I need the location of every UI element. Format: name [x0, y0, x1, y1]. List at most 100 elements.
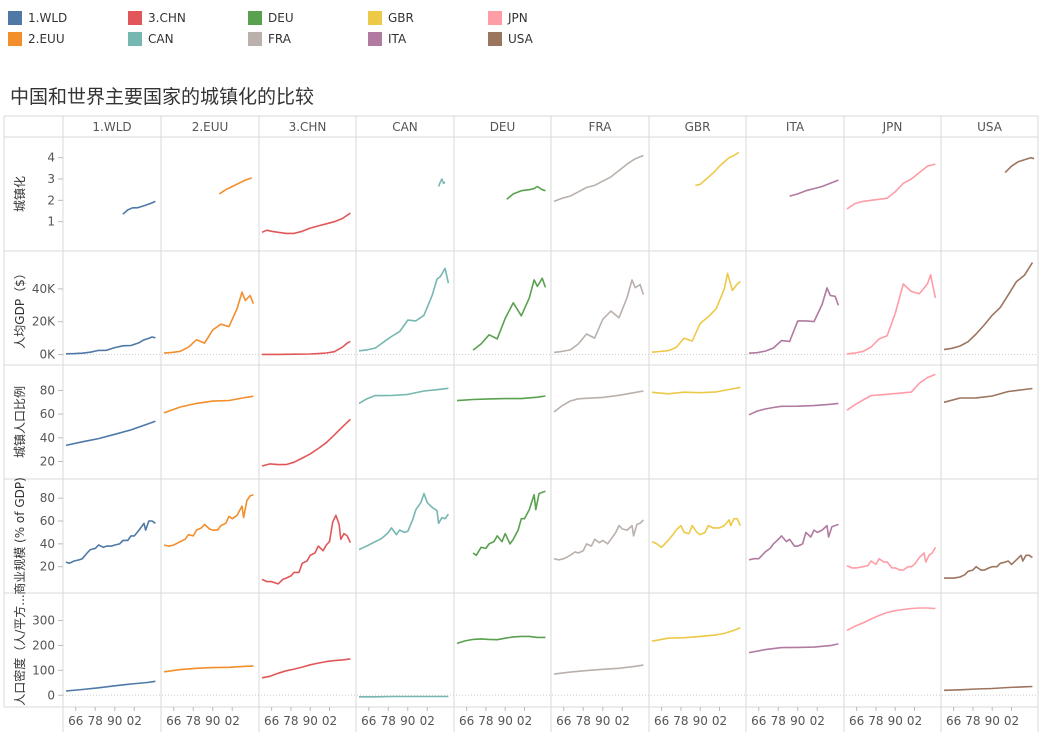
series-line-deu	[456, 635, 546, 645]
legend-item[interactable]: USA	[488, 31, 533, 47]
y-tick-label: 40	[40, 537, 55, 551]
x-tick-label: 02	[420, 714, 435, 728]
x-tick-label: 02	[225, 714, 240, 728]
column-header: CAN	[392, 120, 418, 134]
y-tick-label: 200	[32, 638, 55, 652]
row-label: 城镇化	[13, 176, 27, 212]
y-tick-label: 20	[40, 560, 55, 574]
x-tick-label: 66	[751, 714, 766, 728]
column-header: 2.EUU	[192, 120, 229, 134]
x-tick-label: 66	[166, 714, 181, 728]
series-line-1-wld	[65, 680, 156, 692]
legend-item[interactable]: 1.WLD	[8, 10, 67, 26]
series-line-fra	[553, 154, 644, 203]
column-header: DEU	[490, 120, 516, 134]
legend-item[interactable]: DEU	[248, 10, 294, 26]
legend-swatch	[368, 32, 382, 46]
y-tick-label: 1	[47, 215, 55, 229]
y-tick-label: 80	[40, 383, 55, 397]
legend-label: USA	[508, 32, 533, 46]
y-tick-label: 0	[47, 688, 55, 702]
legend-label: FRA	[268, 32, 291, 46]
y-tick-label: 60	[40, 514, 55, 528]
series-line-can	[437, 178, 446, 187]
column-header: ITA	[786, 120, 805, 134]
legend-item[interactable]: CAN	[128, 31, 174, 47]
series-line-can	[358, 387, 449, 405]
x-tick-label: 66	[361, 714, 376, 728]
y-tick-label: 80	[40, 491, 55, 505]
x-tick-label: 78	[673, 714, 688, 728]
series-line-usa	[943, 685, 1033, 692]
x-tick-label: 02	[810, 714, 825, 728]
legend-item[interactable]: 2.EUU	[8, 31, 65, 47]
legend-item[interactable]: GBR	[368, 10, 414, 26]
series-line-fra	[553, 390, 644, 413]
x-tick-label: 90	[107, 714, 122, 728]
x-tick-label: 78	[576, 714, 591, 728]
y-tick-label: 300	[32, 613, 55, 627]
legend-swatch	[8, 11, 22, 25]
series-line-fra	[553, 519, 644, 561]
x-tick-label: 90	[693, 714, 708, 728]
legend-label: ITA	[388, 32, 407, 46]
series-line-2-euu	[163, 395, 254, 414]
series-line-3-chn	[261, 514, 352, 585]
x-tick-label: 02	[712, 714, 727, 728]
x-tick-label: 78	[868, 714, 883, 728]
x-tick-label: 02	[1004, 714, 1019, 728]
series-line-fra	[553, 664, 644, 675]
series-line-gbr	[651, 386, 741, 395]
x-tick-label: 66	[556, 714, 571, 728]
x-tick-label: 90	[400, 714, 415, 728]
series-line-jpn	[846, 546, 937, 571]
legend-label: CAN	[148, 32, 174, 46]
legend-label: 1.WLD	[28, 11, 68, 25]
legend-swatch	[248, 11, 262, 25]
series-line-3-chn	[261, 212, 351, 235]
series-line-deu	[456, 395, 546, 402]
legend-label: GBR	[388, 11, 414, 25]
series-line-2-euu	[163, 665, 254, 673]
legend-item[interactable]: FRA	[248, 31, 291, 47]
legend-swatch	[128, 32, 142, 46]
series-line-fra	[553, 279, 645, 354]
legend-item[interactable]: 3.CHN	[128, 10, 186, 26]
x-tick-label: 02	[517, 714, 532, 728]
legend-swatch	[128, 11, 142, 25]
series-line-usa	[943, 262, 1034, 351]
chart-title: 中国和世界主要国家的城镇化的比较	[10, 86, 315, 108]
x-tick-label: 66	[264, 714, 279, 728]
series-line-usa	[944, 554, 1033, 579]
legend-item[interactable]: ITA	[368, 31, 406, 47]
legend-swatch	[488, 32, 502, 46]
column-header: FRA	[589, 120, 613, 134]
series-line-can	[358, 492, 450, 551]
y-tick-label: 40K	[32, 282, 56, 296]
series-line-gbr	[651, 272, 741, 353]
y-tick-label: 0K	[39, 348, 56, 362]
legend-swatch	[488, 11, 502, 25]
legend-item[interactable]: JPN	[488, 10, 528, 26]
legend-label: DEU	[268, 11, 294, 25]
series-line-1-wld	[65, 336, 156, 355]
y-tick-label: 3	[47, 172, 55, 186]
x-tick-label: 02	[322, 714, 337, 728]
series-line-deu	[472, 277, 547, 351]
series-line-usa	[943, 387, 1033, 404]
series-line-1-wld	[65, 420, 156, 447]
y-tick-label: 40	[40, 431, 55, 445]
column-header: USA	[977, 120, 1003, 134]
series-line-gbr	[651, 626, 741, 642]
series-line-jpn	[846, 607, 936, 632]
x-tick-label: 66	[654, 714, 669, 728]
series-line-3-chn	[261, 418, 351, 467]
y-tick-label: 4	[47, 151, 55, 165]
y-tick-label: 100	[32, 663, 55, 677]
x-tick-label: 90	[595, 714, 610, 728]
series-line-1-wld	[122, 200, 156, 215]
column-header: 1.WLD	[92, 120, 131, 134]
series-line-2-euu	[163, 291, 255, 354]
x-tick-label: 78	[88, 714, 103, 728]
